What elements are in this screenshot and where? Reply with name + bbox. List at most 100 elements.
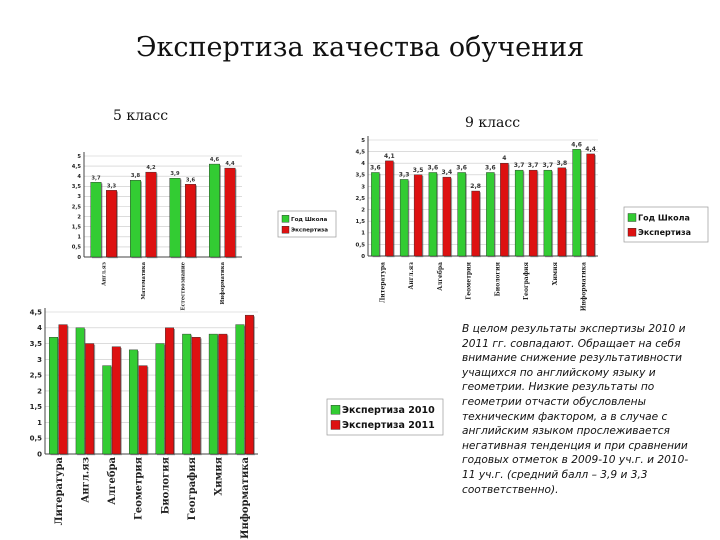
grade5-y-tick-label: 4 [77,174,81,180]
grade9-y-tick-label: 1,5 [355,219,365,225]
expertise-legend-label: Экспертиза 2011 [342,420,435,431]
expertise-category-label: Литература [54,456,65,525]
grade9-y-tick-label: 0 [361,254,365,260]
grade5-bar [169,178,181,258]
grade9-label: 9 класс [465,115,521,131]
expertise-y-tick-label: 2 [37,387,42,395]
expertise-legend-swatch [330,405,341,415]
expertise-legend-box [326,398,444,436]
expertise-bar [182,333,192,455]
grade5-legend-label: Экспертиза [291,228,328,234]
grade9-category-label: География [523,261,530,300]
grade5-y-tick-label: 1,5 [72,225,82,231]
grade5-y-tick-label: 0 [77,255,81,261]
grade9-data-label: 3,7 [528,162,539,169]
grade9-y-tick-label: 2 [361,207,365,213]
grade9-y-tick-label: 0,5 [355,242,365,248]
grade9-bar [457,172,466,257]
expertise-legend-swatch [330,420,341,430]
grade9-data-label: 3,6 [370,164,381,171]
summary-note: В целом результаты экспертизы 2010 и 201… [462,323,689,496]
grade9-data-label: 4,1 [384,153,395,160]
expertise-bar [85,343,95,455]
grade9-bar [514,169,524,257]
grade9-bar [500,162,509,257]
expertise-y-tick-label: 2,5 [30,372,43,380]
expertise-y-tick-label: 4,5 [30,308,43,316]
grade5-data-label: 3,9 [170,171,180,177]
grade9-data-label: 3,3 [399,171,410,178]
grade9-data-label: 3,6 [456,164,467,171]
expertise-bar [244,314,254,455]
expertise-y-tick-label: 0,5 [30,435,43,443]
grade5-data-label: 3,6 [186,177,196,183]
expertise-y-tick-label: 1 [37,419,42,427]
grade5-y-tick-label: 3,5 [72,184,82,190]
expertise-bar [75,327,85,455]
grade9-y-tick-label: 5 [361,138,365,144]
grade9-bar [572,149,581,257]
grade9-bar [471,190,480,257]
grade9-category-label: Англ.яз [408,262,415,290]
expertise-bar [165,327,175,455]
grade9-y-tick-label: 2,5 [355,196,365,202]
expertise-category-label: Геометрия [134,456,145,520]
grade5-bar [145,171,157,258]
grade9-legend-swatch [627,213,637,222]
expertise-bar [111,346,121,455]
grade9-bar [486,172,495,257]
grade5-data-label: 4,4 [225,161,235,167]
grade5-y-tick-label: 0,5 [72,245,82,251]
grade5-data-label: 3,8 [131,173,141,179]
grade9-y-tick-label: 4,5 [355,149,365,155]
grade5-data-label: 3,7 [91,175,101,181]
grade5-y-tick-label: 2,5 [72,204,82,210]
grade9-category-label: Литература [379,262,386,303]
grade9-bar [428,172,438,257]
grade9-category-label: Биология [494,261,501,296]
expertise-category-label: География [187,456,198,520]
expertise-bar [191,337,201,455]
expertise-category-label: Англ.яз [80,457,91,503]
grade9-y-tick-label: 3,5 [355,173,365,179]
grade5-legend-swatch [281,226,290,234]
grade9-data-label: 4,4 [585,146,596,153]
grade9-legend-label: Год Школа [638,213,690,222]
grade9-y-tick-label: 1 [361,231,365,237]
grade5-bar [90,182,102,258]
grade9-bar [413,174,423,257]
grade5-bar [209,163,220,258]
grade9-data-label: 3,6 [428,164,439,171]
grade5-category-label: Математика [141,261,147,299]
grade9-bar [399,179,409,257]
grade5-y-tick-label: 1 [77,235,81,241]
expertise-bar [218,333,228,455]
grade9-data-label: 3,8 [557,160,568,167]
expertise-bar [208,333,218,455]
grade9-bar [528,169,538,257]
expertise-y-tick-label: 3 [37,356,42,364]
expertise-bar [128,349,138,455]
grade9-data-label: 3,7 [514,162,525,169]
grade9-data-label: 3,6 [485,164,496,171]
grade9-category-label: Информатика [581,262,588,311]
grade9-bar [371,172,380,257]
grade5-label: 5 класс [113,108,169,124]
grade5-data-label: 3,3 [107,183,117,189]
grade5-category-label: Англ.яз [102,261,108,285]
grade9-category-label: Геометрия [466,261,473,299]
grade5-category-label: Естествознание [181,261,187,310]
expertise-y-tick-label: 0 [37,450,42,458]
grade9-legend-box [623,206,709,243]
grade9-data-label: 4,6 [571,141,582,148]
grade5-data-label: 4,6 [210,157,220,163]
expertise-category-label: Химия [214,456,225,495]
grade9-y-tick-label: 4 [361,161,365,167]
grade9-bar [442,176,452,257]
grade5-category-label: Информатика [219,261,226,304]
expertise-y-tick-label: 3,5 [30,340,43,348]
expertise-y-tick-label: 4 [37,324,42,332]
expertise-legend-label: Экспертиза 2010 [342,405,435,416]
grade9-bar [557,167,567,257]
